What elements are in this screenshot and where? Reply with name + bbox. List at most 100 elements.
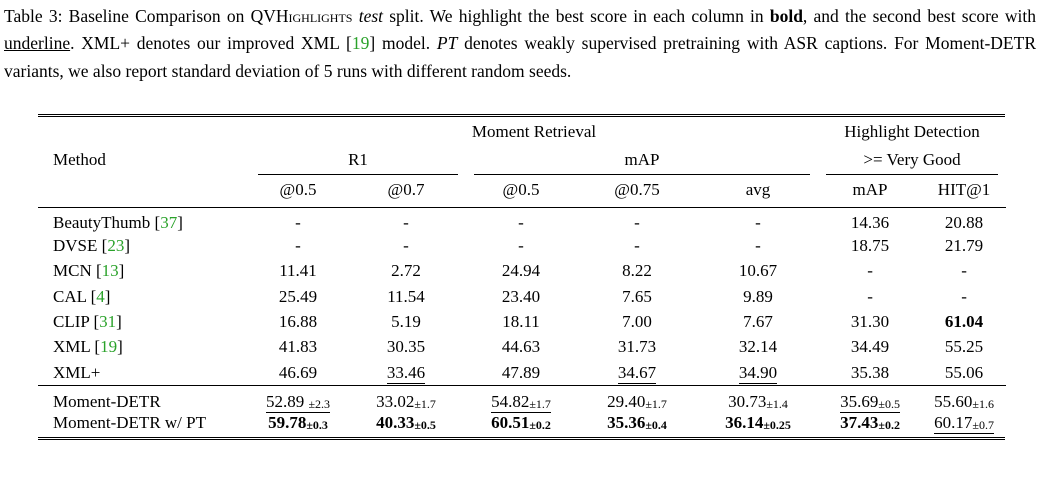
table-row: Moment-DETR w/ PT 59.78±0.3 40.33±0.5 60.51… [38,412,1006,437]
table-row: CLIP [31] 16.88 5.19 18.11 7.00 7.67 31.30 61.0… [38,309,1006,334]
method-name: CAL [53,286,87,306]
empty-cell: - [346,208,466,234]
score-value: - [403,235,409,255]
table-row: Moment-DETR 52.89 ±2.3 33.02±1.7 54.82±1.7 2… [38,386,1006,414]
score-cell: 34.49 [818,335,922,360]
citation-link-19[interactable]: 19 [351,33,370,54]
cmidrule-hd [818,170,1006,179]
empty-cell: - [818,284,922,309]
score-value: - [295,235,301,255]
citation-link[interactable]: 4 [96,286,105,306]
score-value: - [961,261,967,281]
score-cell: 9.89 [698,284,818,309]
header-subgroup-row: Method R1 mAP >= Very Good [38,143,1006,170]
underline-word: underline [4,33,71,54]
score-value: 33.46 [386,362,426,382]
caption-text: . XML+ denotes our improved XML [ [70,33,352,54]
header-r1: R1 [348,149,368,169]
empty-cell: - [818,259,922,284]
method-cell: MCN [13] [53,261,125,281]
std-dev: ±0.7 [972,418,994,433]
citation-link[interactable]: 19 [100,337,118,357]
score-cell: 55.25 [922,335,1006,360]
score-value: - [518,213,524,233]
citation-link[interactable]: 23 [107,235,125,255]
score-value: 20.88 [944,213,984,233]
method-name: DVSE [53,235,98,255]
score-value: - [295,213,301,233]
caption-text: , and the second best score with [802,6,1037,26]
score-cell: 7.00 [576,309,698,334]
std-dev: ±0.2 [878,418,900,433]
score-value: 16.88 [278,312,318,332]
empty-cell: - [698,208,818,234]
score-cell: 7.65 [576,284,698,309]
score-value: 35.38 [850,362,890,382]
score-cell: 18.75 [818,233,922,258]
score-value: 21.79 [944,235,984,255]
std-dev: ±0.3 [306,418,328,433]
method-cell: Moment-DETR w/ PT [38,412,250,437]
score-value: 31.73 [617,337,657,357]
citation-link[interactable]: 13 [101,261,119,281]
score-value: 40.33 [376,413,415,433]
header-map: mAP [624,149,660,169]
score-value: 24.94 [501,261,541,281]
score-value: 55.25 [944,337,984,357]
cmidrule-row [38,170,1006,179]
score-value: 11.54 [387,286,425,306]
score-cell: 34.67 [576,360,698,385]
table-row: BeautyThumb [37] - - - - - 14.36 20.88 [38,208,1006,234]
score-value: 14.36 [850,213,890,233]
score-cell: 8.22 [576,259,698,284]
score-value: 18.75 [850,235,890,255]
second-best-underline: 60.17±0.7 [934,413,994,435]
table-row: DVSE [23] - - - - - 18.75 21.79 [38,233,1006,258]
citation-link[interactable]: 31 [99,312,117,332]
score-cell: 5.19 [346,309,466,334]
score-cell: 21.79 [922,233,1006,258]
score-value: 34.90 [738,362,778,382]
score-cell: 35.38 [818,360,922,385]
caption-text: denotes weakly supervised pretraining wi… [4,33,1036,81]
score-value: 10.67 [738,261,778,281]
empty-cell: - [250,208,346,234]
score-value: - [755,235,761,255]
score-value: - [634,235,640,255]
score-value: 60.17 [934,413,973,433]
score-value: - [634,213,640,233]
score-value: - [867,286,873,306]
empty-cell: - [250,233,346,258]
std-dev: ±0.5 [414,418,436,433]
second-best-underline: 34.67 [617,362,657,384]
method-name: Moment-DETR [53,392,161,412]
score-cell: 47.89 [466,360,576,385]
score-cell: 29.40±1.7 [576,386,698,413]
bottom-rule [38,437,1005,440]
empty-cell: - [466,208,576,234]
score-cell: 16.88 [250,309,346,334]
baseline-rows: BeautyThumb [37] - - - - -14.36 20.88 DVSE [23]… [38,208,1006,386]
score-value: 46.69 [278,362,318,382]
score-cell: 35.36±0.4 [576,412,698,437]
header-moment-retrieval: Moment Retrieval [471,121,597,141]
std-dev: ±0.25 [763,418,791,433]
score-value: - [867,261,873,281]
top-rule [38,114,1005,117]
cmidrule-map [466,170,818,179]
score-cell: 7.67 [698,309,818,334]
score-value: 18.11 [502,312,540,332]
score-cell: 23.40 [466,284,576,309]
header-highlight-detection: Highlight Detection [844,121,980,141]
score-value: 33.02 [376,392,415,412]
second-best-underline: 52.89 ±2.3 [265,392,331,414]
header-spacer [38,179,250,208]
pt-italic: PT [436,33,458,54]
std-dev: ±1.4 [766,397,788,412]
score-value: 31.30 [850,312,890,332]
score-value: 7.67 [743,312,773,332]
score-cell: 30.35 [346,335,466,360]
score-value: 11.41 [279,261,317,281]
header-spacer [38,117,250,143]
citation-link[interactable]: 37 [160,213,178,233]
